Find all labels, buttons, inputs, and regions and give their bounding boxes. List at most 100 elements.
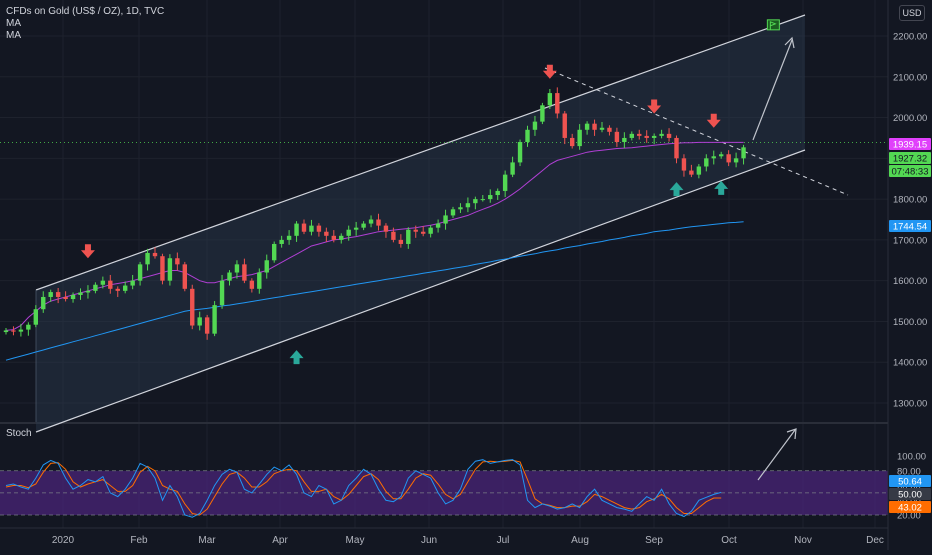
candle-body <box>674 137 679 159</box>
currency-button[interactable]: USD <box>899 5 925 21</box>
stoch-tick: 80.00 <box>897 466 921 477</box>
candle-body <box>443 215 448 224</box>
candle-body <box>309 225 314 232</box>
candle-body <box>257 272 262 289</box>
candle-body <box>696 166 702 175</box>
candle-body <box>614 131 620 143</box>
candle-body <box>570 137 575 147</box>
grid <box>0 0 932 529</box>
candle-body <box>279 239 284 244</box>
candle-body <box>346 229 351 236</box>
price-tick: 1400.00 <box>893 358 927 369</box>
candle-body <box>488 195 493 200</box>
candle-body <box>70 294 76 300</box>
candle-body <box>376 219 381 226</box>
indicator-ma-1[interactable]: MA <box>6 18 21 29</box>
ma-fast-line <box>5 141 744 331</box>
flag-marker-glyph <box>769 21 777 30</box>
candle-body <box>100 280 106 285</box>
candle-body <box>689 170 694 175</box>
candle-body <box>219 280 225 306</box>
candle-body <box>651 135 657 138</box>
moving-averages <box>5 141 744 361</box>
price-tick: 1800.00 <box>893 195 927 206</box>
price-tick: 1600.00 <box>893 276 927 287</box>
indicator-ma-2[interactable]: MA <box>6 30 21 41</box>
candle-body <box>584 123 590 130</box>
candle-body <box>167 258 173 281</box>
down-arrow-marker <box>706 113 721 128</box>
candle-body <box>555 93 560 114</box>
stoch-label-text: 50.64 <box>898 477 922 488</box>
up-arrow-marker <box>669 182 684 197</box>
time-axis: 2020 Feb Mar Apr May Jun Jul Aug Sep Oct Nov Dec <box>52 535 884 546</box>
dashed-trendline <box>544 67 849 196</box>
candle-body <box>18 329 24 332</box>
candle-body <box>331 235 336 240</box>
candle-body <box>361 223 366 228</box>
candle-body <box>480 199 485 201</box>
candle-body <box>41 296 46 310</box>
time-label: Nov <box>794 535 812 546</box>
candle-body <box>190 288 195 326</box>
up-arrow-marker <box>289 350 304 365</box>
price-tick: 1300.00 <box>893 399 927 410</box>
candle-body <box>704 158 709 167</box>
candle-body <box>406 229 411 244</box>
time-label: 2020 <box>52 535 75 546</box>
price-labels: 1939.15 1927.32 07:48:33 1744.54 50.64 50.00 4… <box>889 138 931 514</box>
up-arrow-marker <box>714 180 729 195</box>
projection-arrowhead <box>784 36 795 49</box>
time-label: Apr <box>272 535 288 546</box>
candle-body <box>592 123 597 130</box>
candle-body <box>234 264 240 273</box>
candle-body <box>242 264 247 281</box>
price-tick: 2100.00 <box>893 72 927 83</box>
candle-body <box>502 174 508 191</box>
candle-body <box>212 305 217 334</box>
time-label: Jul <box>497 535 510 546</box>
candle-body <box>733 158 739 163</box>
time-label: Feb <box>130 535 148 546</box>
stoch-label-tag <box>889 475 931 487</box>
channel-fill <box>36 15 805 432</box>
candle-body <box>659 133 664 136</box>
stoch-label-tag <box>889 488 931 500</box>
candle-body <box>339 235 344 240</box>
candle-body <box>421 231 426 234</box>
price-label-tag <box>889 152 931 164</box>
time-label: Aug <box>571 535 589 546</box>
candle-body <box>547 93 553 106</box>
stoch-label-tag <box>889 501 931 513</box>
symbol-title[interactable]: CFDs on Gold (US$ / OZ), 1D, TVC <box>6 6 165 17</box>
price-tick: 1500.00 <box>893 317 927 328</box>
candle-body <box>324 231 329 236</box>
stoch-tick: 100.00 <box>897 452 926 463</box>
candle-body <box>726 154 731 163</box>
candle-body <box>741 147 746 159</box>
time-label: May <box>346 535 365 546</box>
price-label-tag <box>889 165 931 177</box>
price-tick: 1700.00 <box>893 235 927 246</box>
candle-body <box>63 296 68 300</box>
candle-body <box>204 317 210 334</box>
candle-body <box>398 239 404 244</box>
price-label-text: 1939.15 <box>893 140 927 151</box>
stoch-title[interactable]: Stoch <box>6 428 32 439</box>
candle-body <box>383 225 389 232</box>
candle-body <box>435 223 441 228</box>
candle-body <box>123 285 128 291</box>
candle-body <box>681 158 687 171</box>
candle-body <box>607 127 612 132</box>
candle-body <box>450 209 456 216</box>
candle-body <box>249 280 255 289</box>
candle-body <box>145 252 150 265</box>
markers <box>80 19 780 365</box>
price-tick: 2200.00 <box>893 32 927 43</box>
candle-body <box>473 199 478 204</box>
stoch-label-text: 50.00 <box>898 490 922 501</box>
candle-body <box>637 133 642 136</box>
price-label-tag <box>889 220 931 232</box>
